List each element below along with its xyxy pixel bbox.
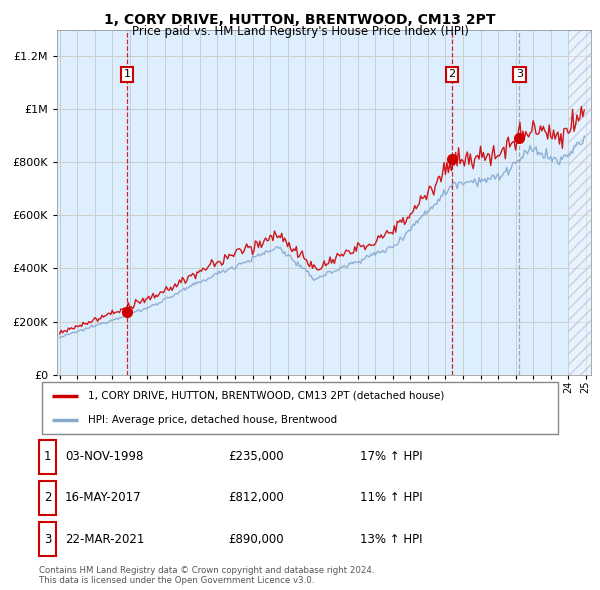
Text: 2: 2 bbox=[448, 70, 455, 80]
Text: 1, CORY DRIVE, HUTTON, BRENTWOOD, CM13 2PT: 1, CORY DRIVE, HUTTON, BRENTWOOD, CM13 2… bbox=[104, 13, 496, 27]
Text: 3: 3 bbox=[516, 70, 523, 80]
Text: This data is licensed under the Open Government Licence v3.0.: This data is licensed under the Open Gov… bbox=[39, 576, 314, 585]
Text: HPI: Average price, detached house, Brentwood: HPI: Average price, detached house, Bren… bbox=[88, 415, 338, 425]
Text: £235,000: £235,000 bbox=[228, 450, 284, 463]
Text: Price paid vs. HM Land Registry's House Price Index (HPI): Price paid vs. HM Land Registry's House … bbox=[131, 25, 469, 38]
Text: 1, CORY DRIVE, HUTTON, BRENTWOOD, CM13 2PT (detached house): 1, CORY DRIVE, HUTTON, BRENTWOOD, CM13 2… bbox=[88, 391, 445, 401]
Bar bbox=[568, 30, 591, 375]
Bar bbox=[568, 30, 591, 375]
Text: £812,000: £812,000 bbox=[228, 491, 284, 504]
Text: 1: 1 bbox=[124, 70, 130, 80]
Text: 1: 1 bbox=[44, 450, 51, 463]
Text: 03-NOV-1998: 03-NOV-1998 bbox=[65, 450, 143, 463]
Text: 22-MAR-2021: 22-MAR-2021 bbox=[65, 533, 144, 546]
Text: 16-MAY-2017: 16-MAY-2017 bbox=[65, 491, 142, 504]
Text: Contains HM Land Registry data © Crown copyright and database right 2024.: Contains HM Land Registry data © Crown c… bbox=[39, 566, 374, 575]
Text: 13% ↑ HPI: 13% ↑ HPI bbox=[360, 533, 422, 546]
Text: 3: 3 bbox=[44, 533, 51, 546]
Text: 2: 2 bbox=[44, 491, 51, 504]
Text: 17% ↑ HPI: 17% ↑ HPI bbox=[360, 450, 422, 463]
Text: 11% ↑ HPI: 11% ↑ HPI bbox=[360, 491, 422, 504]
Text: £890,000: £890,000 bbox=[228, 533, 284, 546]
